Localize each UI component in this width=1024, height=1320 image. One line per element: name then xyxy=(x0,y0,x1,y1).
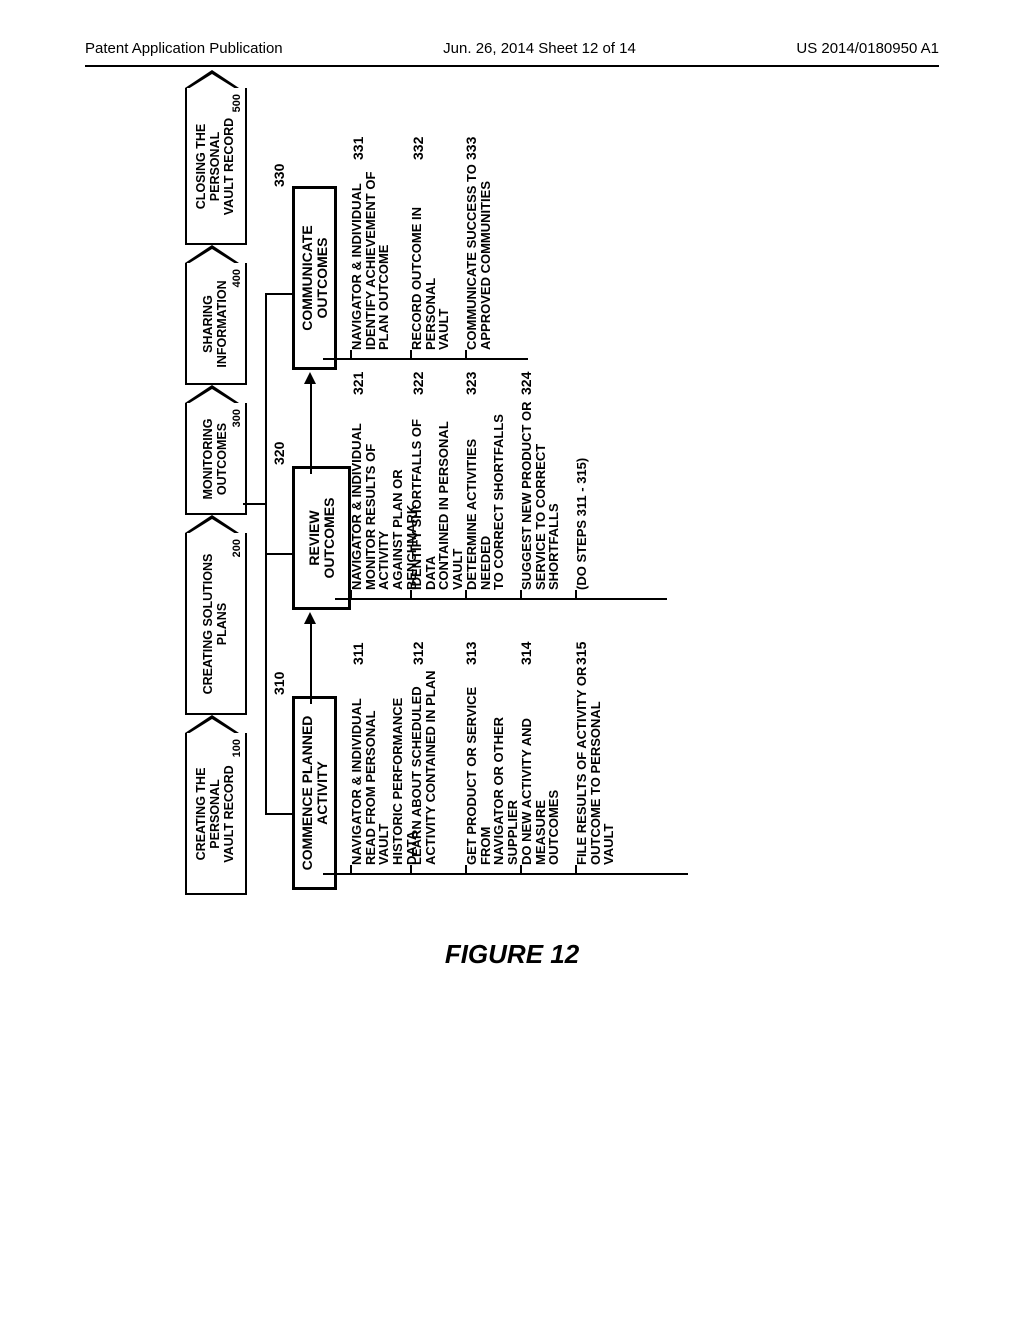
step-do-311-315: (DO STEPS 311 - 315) xyxy=(575,395,589,590)
stage-label: COMMUNICATE OUTCOMES xyxy=(299,225,330,331)
ref-333: 333 xyxy=(463,137,479,160)
step-text: (DO STEPS 311 - 315) xyxy=(574,458,589,590)
col330-spine xyxy=(323,358,528,360)
header-center: Jun. 26, 2014 Sheet 12 of 14 xyxy=(443,40,636,57)
ref-312: 312 xyxy=(410,642,426,665)
ref-330: 330 xyxy=(271,164,287,187)
tick xyxy=(350,865,352,875)
connector xyxy=(310,384,312,474)
ref-314: 314 xyxy=(518,642,534,665)
connector xyxy=(265,293,292,295)
tick xyxy=(465,865,467,875)
step-313: GET PRODUCT OR SERVICE FROMNAVIGATOR OR … xyxy=(465,660,520,865)
stage-330: COMMUNICATE OUTCOMES xyxy=(292,186,337,370)
ref-313: 313 xyxy=(463,642,479,665)
arrow-head-icon xyxy=(304,372,316,384)
phase-arrow-200: CREATING SOLUTIONS PLANS 200 xyxy=(185,533,247,715)
ref-315: 315 xyxy=(573,642,589,665)
connector-bus xyxy=(265,295,267,815)
stage-310: COMMENCE PLANNED ACTIVITY xyxy=(292,696,337,890)
step-312: LEARN ABOUT SCHEDULEDACTIVITY CONTAINED … xyxy=(410,670,437,865)
step-text: FILE RESULTS OF ACTIVITY OROUTCOME TO PE… xyxy=(574,667,616,865)
step-333: COMMUNICATE SUCCESS TOAPPROVED COMMUNITI… xyxy=(465,155,492,350)
ref-320: 320 xyxy=(271,442,287,465)
phase-label: CREATING THE PERSONALVAULT RECORD xyxy=(195,739,236,889)
tick xyxy=(410,865,412,875)
ref-332: 332 xyxy=(410,137,426,160)
header-right: US 2014/0180950 A1 xyxy=(796,40,939,57)
step-text: NAVIGATOR & INDIVIDUALIDENTIFY ACHIEVEME… xyxy=(349,172,391,350)
step-324: SUGGEST NEW PRODUCT ORSERVICE TO CORRECT… xyxy=(520,380,561,590)
tick xyxy=(350,590,352,600)
stage-label: REVIEW OUTCOMES xyxy=(306,498,337,579)
phase-num: 100 xyxy=(231,739,243,757)
col320-spine xyxy=(335,598,667,600)
step-text: SUGGEST NEW PRODUCT ORSERVICE TO CORRECT… xyxy=(519,401,561,590)
phase-label: SHARINGINFORMATION xyxy=(202,280,230,367)
tick xyxy=(575,865,577,875)
figure-caption: FIGURE 12 xyxy=(445,939,579,970)
step-323: DETERMINE ACTIVITIES NEEDEDTO CORRECT SH… xyxy=(465,395,506,590)
phase-num: 400 xyxy=(231,269,243,287)
tick xyxy=(410,350,412,360)
step-text: COMMUNICATE SUCCESS TOAPPROVED COMMUNITI… xyxy=(464,164,493,350)
phase-num: 500 xyxy=(231,94,243,112)
step-text: RECORD OUTCOME IN PERSONALVAULT xyxy=(409,207,451,350)
ref-322: 322 xyxy=(410,372,426,395)
ref-323: 323 xyxy=(463,372,479,395)
phase-num: 300 xyxy=(231,409,243,427)
step-text: DETERMINE ACTIVITIES NEEDEDTO CORRECT SH… xyxy=(464,414,506,590)
tick xyxy=(465,590,467,600)
ref-321: 321 xyxy=(350,372,366,395)
step-text: GET PRODUCT OR SERVICE FROMNAVIGATOR OR … xyxy=(464,687,520,865)
tick xyxy=(410,590,412,600)
step-322: IDENTIFY SHORTFALLS OF DATACONTAINED IN … xyxy=(410,390,465,590)
step-321: NAVIGATOR & INDIVIDUALMONITOR RESULTS OF… xyxy=(350,395,418,590)
ref-324: 324 xyxy=(518,372,534,395)
step-text: LEARN ABOUT SCHEDULEDACTIVITY CONTAINED … xyxy=(409,670,438,865)
ref-310: 310 xyxy=(271,672,287,695)
step-311: NAVIGATOR & INDIVIDUALREAD FROM PERSONAL… xyxy=(350,670,418,865)
step-314: DO NEW ACTIVITY AND MEASUREOUTCOMES xyxy=(520,660,561,865)
tick xyxy=(465,350,467,360)
phase-num: 200 xyxy=(231,539,243,557)
step-315: FILE RESULTS OF ACTIVITY OROUTCOME TO PE… xyxy=(575,665,616,865)
ref-331: 331 xyxy=(350,137,366,160)
phase-arrow-500: CLOSING THE PERSONALVAULT RECORD 500 xyxy=(185,88,247,245)
tick xyxy=(520,590,522,600)
connector xyxy=(265,813,292,815)
connector xyxy=(243,503,265,505)
stage-320: REVIEW OUTCOMES xyxy=(292,466,351,610)
figure-12: CREATING THE PERSONALVAULT RECORD 100 CR… xyxy=(185,135,815,835)
step-332: RECORD OUTCOME IN PERSONALVAULT xyxy=(410,150,451,350)
tick xyxy=(350,350,352,360)
phase-arrow-400: SHARINGINFORMATION 400 xyxy=(185,263,247,385)
header-left: Patent Application Publication xyxy=(85,40,283,57)
phase-label: CLOSING THE PERSONALVAULT RECORD xyxy=(195,94,236,239)
phase-label: CREATING SOLUTIONS PLANS xyxy=(202,539,230,709)
arrow-head-icon xyxy=(304,612,316,624)
phase-arrow-100: CREATING THE PERSONALVAULT RECORD 100 xyxy=(185,733,247,895)
col310-spine xyxy=(323,873,688,875)
tick xyxy=(520,865,522,875)
page-header: Patent Application Publication Jun. 26, … xyxy=(85,40,939,67)
phase-arrow-300: MONITORINGOUTCOMES 300 xyxy=(185,403,247,515)
step-text: DO NEW ACTIVITY AND MEASUREOUTCOMES xyxy=(519,718,561,865)
stage-label: COMMENCE PLANNED ACTIVITY xyxy=(299,716,330,871)
connector xyxy=(265,553,292,555)
phase-label: MONITORINGOUTCOMES xyxy=(202,418,230,499)
connector xyxy=(310,624,312,704)
tick xyxy=(575,590,577,600)
ref-311: 311 xyxy=(350,642,366,665)
step-text: IDENTIFY SHORTFALLS OF DATACONTAINED IN … xyxy=(409,419,465,590)
step-331: NAVIGATOR & INDIVIDUALIDENTIFY ACHIEVEME… xyxy=(350,155,391,350)
